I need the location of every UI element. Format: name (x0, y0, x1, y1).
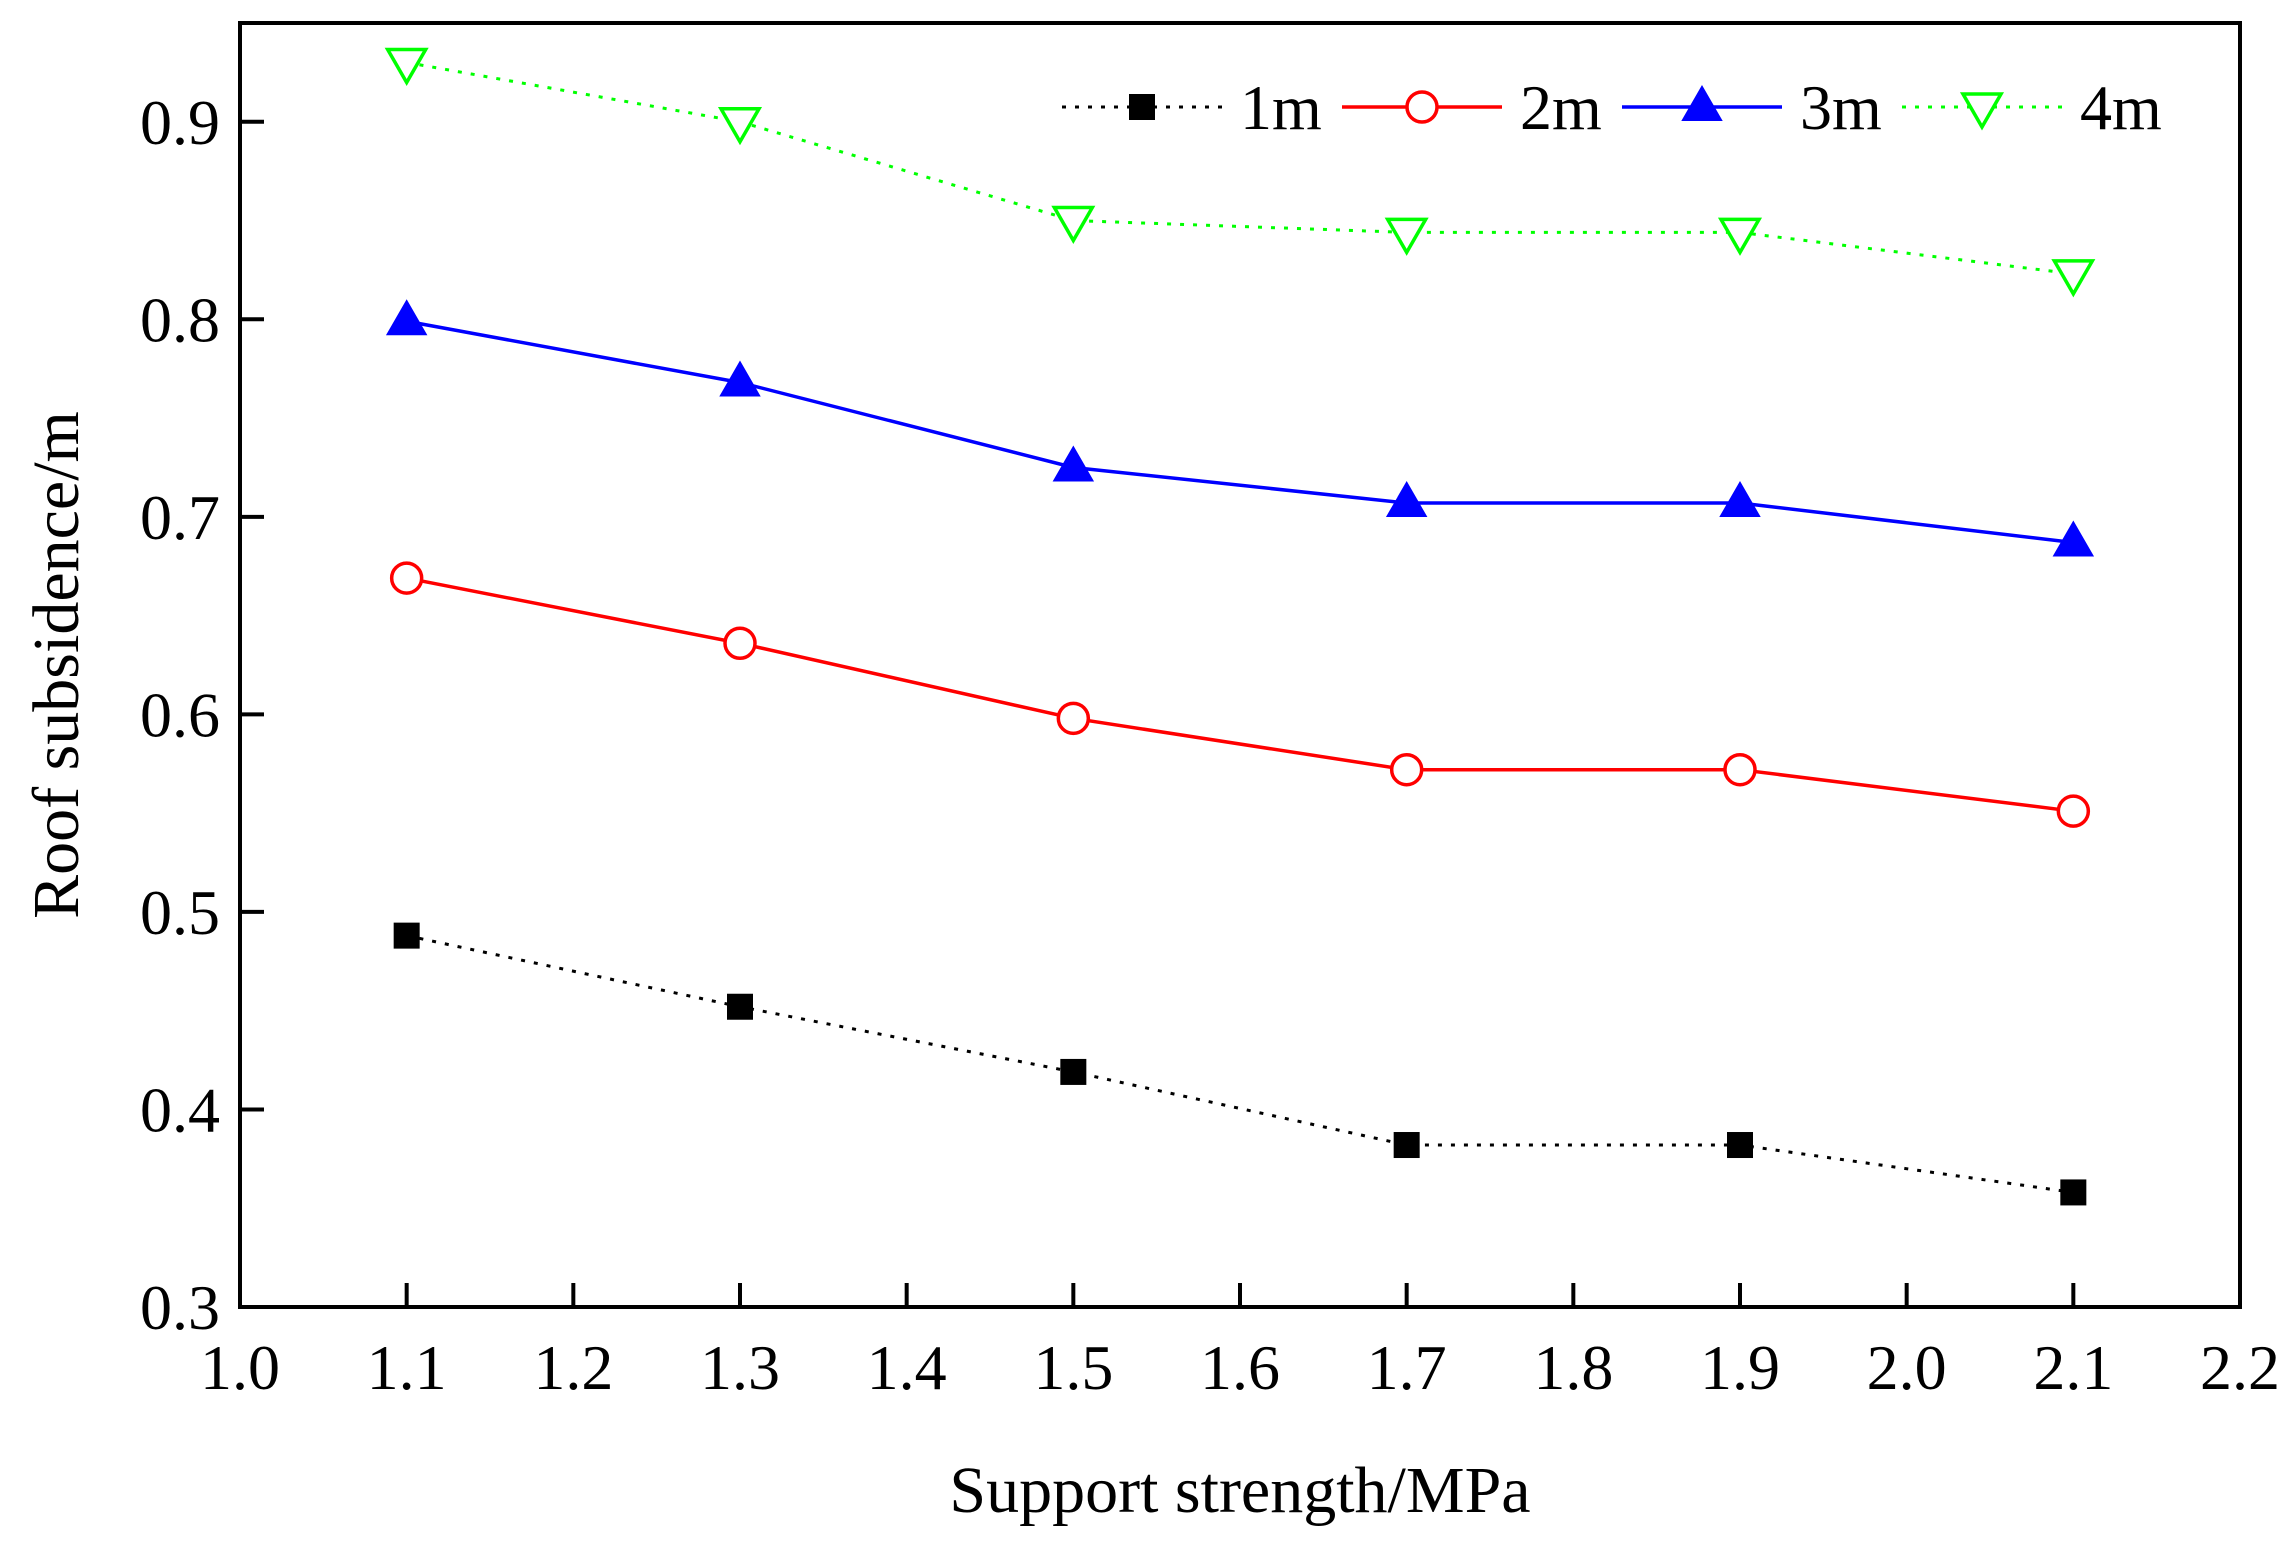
data-point-4m (1051, 205, 1096, 245)
y-tick-label: 0.3 (140, 1272, 220, 1343)
legend-marker (1681, 84, 1723, 121)
x-tick-label: 2.0 (1867, 1332, 1947, 1403)
x-tick-label: 1.8 (1533, 1332, 1613, 1403)
data-point-4m (717, 107, 763, 146)
series-line-2m (406, 576, 2074, 813)
x-axis: 1.0 1.1 1.2 1.3 1.4 1.5 1.6 1.7 1.8 1.9 2.0 2.1 2.2 (200, 1283, 2280, 1403)
data-point-1m (1727, 1132, 1753, 1159)
x-tick-label: 1.0 (200, 1332, 280, 1403)
x-tick-label: 1.7 (1367, 1332, 1447, 1403)
data-point-4m (1717, 217, 1763, 256)
y-axis-title: Roof subsidence/m (20, 411, 93, 919)
data-point-2m (2056, 794, 2091, 828)
data-point-3m (1385, 481, 1428, 518)
legend: 1m 2m 3m 4m (1062, 72, 2162, 143)
y-tick-label: 0.5 (140, 877, 220, 948)
data-point-4m (1384, 217, 1429, 256)
series-2m (389, 561, 2091, 828)
y-tick-label: 0.4 (140, 1074, 220, 1145)
legend-marker (1959, 92, 2005, 131)
data-point-2m (389, 561, 424, 595)
x-tick-label: 2.1 (2033, 1332, 2113, 1403)
data-point-2m (1056, 701, 1091, 736)
legend-label: 2m (1520, 72, 1602, 143)
data-point-2m (1389, 752, 1424, 787)
x-tick-label: 1.5 (1033, 1332, 1113, 1403)
y-tick-label: 0.8 (140, 284, 220, 355)
series-4m (384, 47, 2096, 298)
y-tick-label: 0.9 (140, 87, 220, 158)
data-point-1m (393, 922, 420, 949)
data-point-2m (1723, 752, 1757, 787)
y-tick-label: 0.6 (140, 679, 220, 750)
data-point-3m (2052, 520, 2095, 557)
x-tick-label: 2.2 (2200, 1332, 2280, 1403)
data-point-4m (2051, 259, 2096, 298)
x-axis-title: Support strength/MPa (949, 1454, 1530, 1527)
series-line-1m (406, 934, 2074, 1194)
plot-series (384, 47, 2096, 1206)
y-axis: 0.3 0.4 0.5 0.6 0.7 0.8 0.9 (140, 87, 264, 1343)
data-point-2m (723, 626, 757, 661)
y-tick-label: 0.7 (140, 482, 220, 553)
series-line-3m (406, 319, 2074, 545)
legend-marker (1405, 90, 1439, 124)
x-tick-label: 1.1 (367, 1332, 447, 1403)
data-point-3m (1052, 445, 1095, 482)
legend-label: 1m (1240, 72, 1322, 143)
data-point-1m (1060, 1058, 1087, 1085)
plot-frame (238, 21, 2242, 1309)
data-point-1m (2060, 1179, 2087, 1206)
legend-label: 4m (2080, 72, 2162, 143)
data-point-4m (384, 47, 429, 87)
series-3m (385, 299, 2095, 557)
data-point-1m (727, 993, 753, 1020)
data-point-3m (719, 360, 761, 397)
legend-item-2m: 2m (1342, 72, 1602, 143)
legend-label: 3m (1800, 72, 1882, 143)
x-tick-label: 1.4 (867, 1332, 947, 1403)
data-point-3m (1719, 481, 1761, 518)
legend-marker (1129, 94, 1155, 120)
data-point-3m (385, 299, 428, 336)
legend-item-4m: 4m (1902, 72, 2162, 143)
data-point-1m (1393, 1132, 1420, 1159)
legend-item-1m: 1m (1062, 72, 1322, 143)
x-tick-label: 1.9 (1700, 1332, 1780, 1403)
x-tick-label: 1.3 (700, 1332, 780, 1403)
series-1m (393, 922, 2087, 1206)
x-tick-label: 1.6 (1200, 1332, 1280, 1403)
x-tick-label: 1.2 (533, 1332, 613, 1403)
legend-item-3m: 3m (1622, 72, 1882, 143)
